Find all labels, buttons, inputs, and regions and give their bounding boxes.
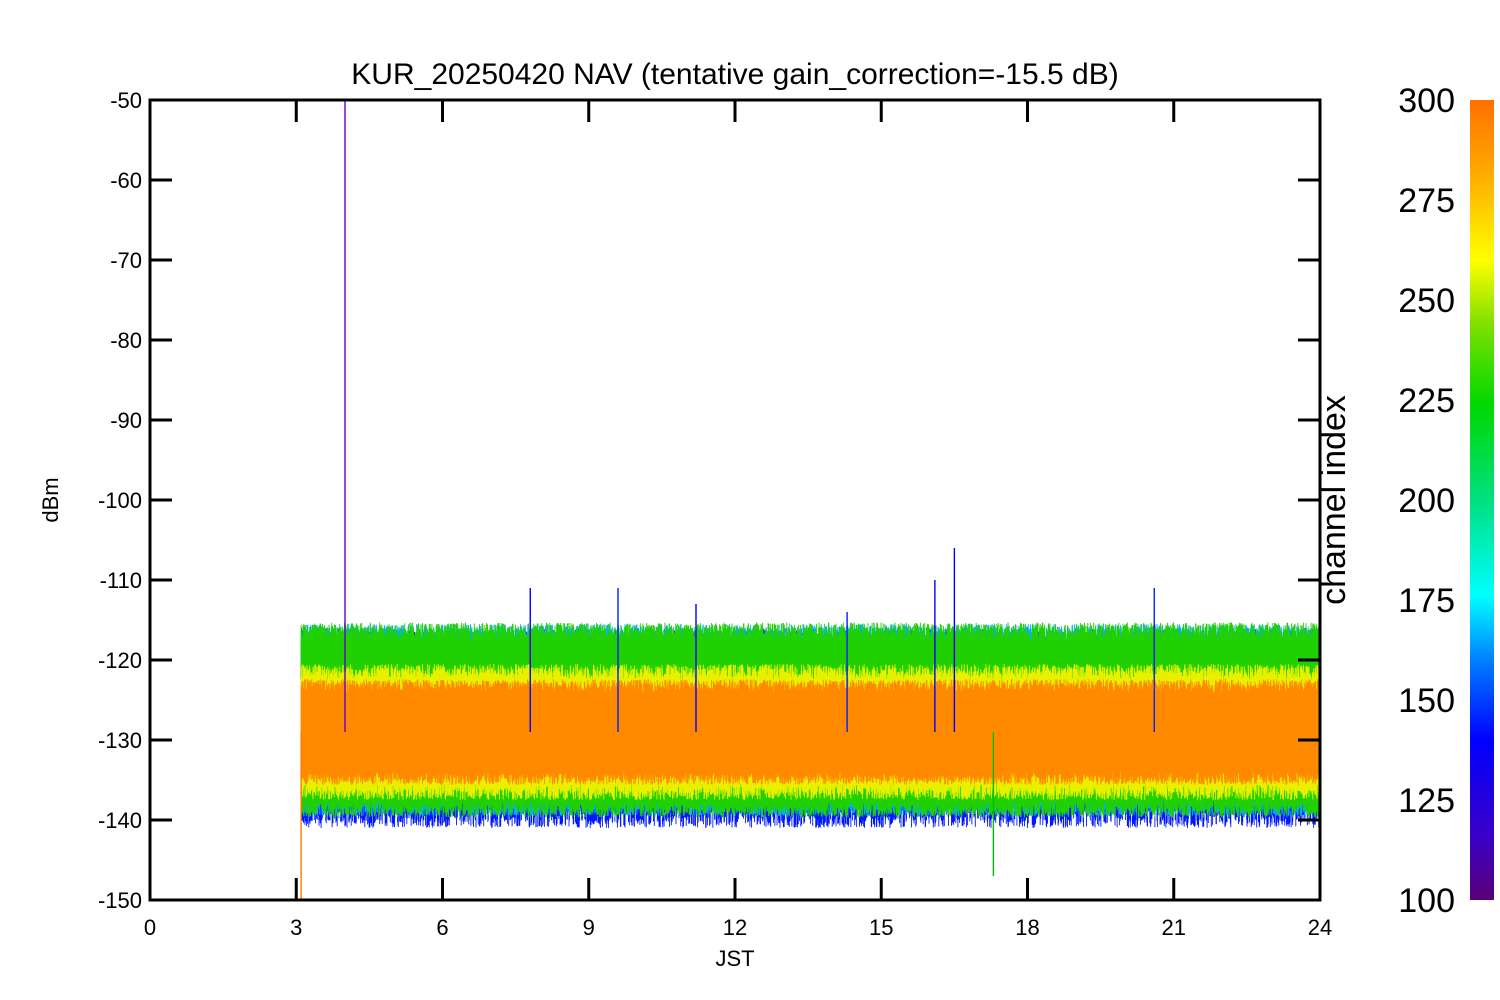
y-tick-label: -90 bbox=[110, 408, 142, 433]
colorbar-tick-label: 200 bbox=[1398, 482, 1455, 520]
colorbar-tick-label: 100 bbox=[1398, 882, 1455, 920]
colorbar-tick-label: 225 bbox=[1398, 382, 1455, 420]
y-tick-label: -130 bbox=[98, 728, 142, 753]
colorbar-tick-label: 300 bbox=[1398, 82, 1455, 120]
x-tick-label: 9 bbox=[583, 915, 595, 940]
colorbar-tick-label: 175 bbox=[1398, 582, 1455, 620]
x-tick-label: 18 bbox=[1015, 915, 1039, 940]
y-axis-label: dBm bbox=[38, 477, 63, 522]
noise-band-orange bbox=[300, 679, 1320, 785]
colorbar-ticks: 300 275 250 225 200 175 150 125 100 bbox=[1398, 82, 1455, 920]
x-tick-label: 6 bbox=[436, 915, 448, 940]
y-tick-label: -70 bbox=[110, 248, 142, 273]
y-tick-label: -50 bbox=[110, 88, 142, 113]
y-tick-label: -80 bbox=[110, 328, 142, 353]
y-tick-label: -110 bbox=[100, 568, 142, 593]
colorbar-label: channel index bbox=[1315, 395, 1353, 605]
colorbar bbox=[1470, 100, 1494, 900]
y-tick-label: -140 bbox=[98, 808, 142, 833]
y-tick-label: -60 bbox=[110, 168, 142, 193]
colorbar-tick-label: 125 bbox=[1398, 782, 1455, 820]
colorbar-tick-label: 150 bbox=[1398, 682, 1455, 720]
y-tick-label: -150 bbox=[98, 888, 142, 913]
y-tick-label: -120 bbox=[98, 648, 142, 673]
colorbar-tick-label: 275 bbox=[1398, 182, 1455, 220]
y-tick-label: -100 bbox=[98, 488, 142, 513]
x-tick-label: 15 bbox=[869, 915, 893, 940]
x-tick-label: 12 bbox=[723, 915, 747, 940]
x-tick-label: 0 bbox=[144, 915, 156, 940]
x-tick-label: 24 bbox=[1308, 915, 1332, 940]
x-axis-label: JST bbox=[715, 946, 754, 971]
chart-title: KUR_20250420 NAV (tentative gain_correct… bbox=[351, 58, 1118, 91]
colorbar-tick-label: 250 bbox=[1398, 282, 1455, 320]
plot-data bbox=[300, 100, 1320, 900]
x-tick-label: 3 bbox=[290, 915, 302, 940]
x-tick-label: 21 bbox=[1162, 915, 1186, 940]
axes: 0 3 6 9 12 15 18 21 24 -50 -60 -70 -80 -90 -100 -110 -12… bbox=[98, 88, 1332, 940]
